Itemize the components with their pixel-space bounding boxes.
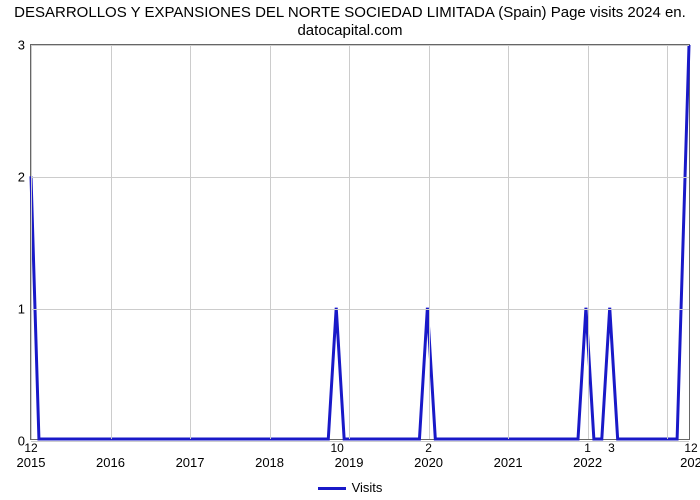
x-year-label: 2016 bbox=[96, 455, 125, 470]
gridline-vertical bbox=[190, 45, 191, 439]
y-tick-label: 1 bbox=[18, 302, 25, 317]
x-year-label: 2017 bbox=[176, 455, 205, 470]
x-year-label: 2021 bbox=[494, 455, 523, 470]
gridline-horizontal bbox=[31, 45, 689, 46]
chart-title: DESARROLLOS Y EXPANSIONES DEL NORTE SOCI… bbox=[0, 4, 700, 40]
x-year-label: 2020 bbox=[414, 455, 443, 470]
x-year-label: 2019 bbox=[335, 455, 364, 470]
x-point-label: 10 bbox=[330, 441, 343, 455]
gridline-vertical bbox=[508, 45, 509, 439]
x-point-label: 2 bbox=[425, 441, 432, 455]
plot-area: 0123201520162017201820192020202120222021… bbox=[30, 44, 690, 440]
visits-chart: DESARROLLOS Y EXPANSIONES DEL NORTE SOCI… bbox=[0, 0, 700, 500]
legend-label: Visits bbox=[352, 480, 383, 495]
x-point-label: 12 bbox=[684, 441, 697, 455]
gridline-vertical bbox=[349, 45, 350, 439]
x-year-label: 2018 bbox=[255, 455, 284, 470]
x-year-label: 2022 bbox=[573, 455, 602, 470]
y-tick-label: 3 bbox=[18, 38, 25, 53]
gridline-vertical bbox=[667, 45, 668, 439]
y-tick-label: 2 bbox=[18, 170, 25, 185]
gridline-vertical bbox=[429, 45, 430, 439]
legend-swatch bbox=[318, 487, 346, 490]
gridline-horizontal bbox=[31, 177, 689, 178]
visits-line bbox=[31, 45, 689, 439]
x-year-label: 2015 bbox=[17, 455, 46, 470]
gridline-vertical bbox=[31, 45, 32, 439]
gridline-vertical bbox=[588, 45, 589, 439]
x-year-label: 202 bbox=[680, 455, 700, 470]
gridline-vertical bbox=[270, 45, 271, 439]
chart-legend: Visits bbox=[0, 480, 700, 495]
gridline-horizontal bbox=[31, 309, 689, 310]
x-point-label: 12 bbox=[24, 441, 37, 455]
x-point-label: 3 bbox=[608, 441, 615, 455]
gridline-vertical bbox=[111, 45, 112, 439]
x-point-label: 1 bbox=[584, 441, 591, 455]
